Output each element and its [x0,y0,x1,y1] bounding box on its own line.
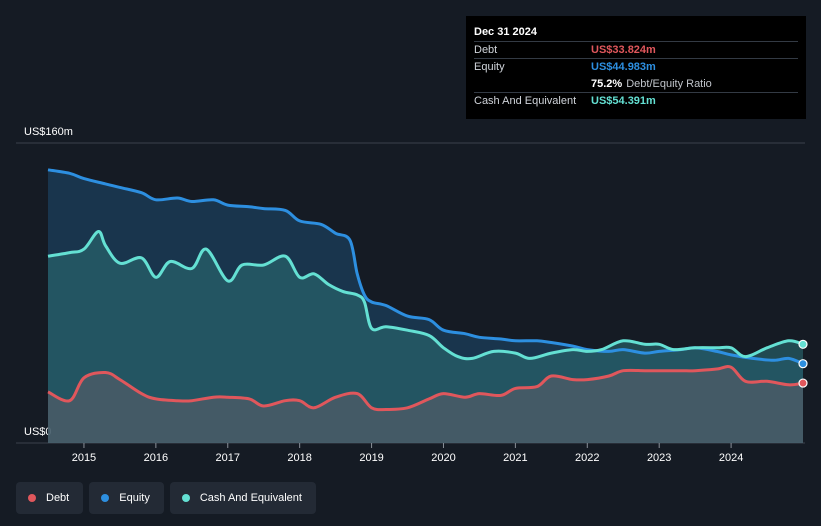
legend-cash-label: Cash And Equivalent [199,492,302,504]
y-axis-bottom-label: US$0 [24,426,52,438]
tooltip-cash-value: US$54.391m [591,95,656,107]
legend-debt-label: Debt [46,492,70,504]
legend-equity-label: Equity [119,492,150,504]
tooltip-row-debt: Debt US$33.824m [474,41,798,58]
tooltip-ratio-label: Debt/Equity Ratio [626,78,712,90]
y-axis-top-label: US$160m [24,126,73,138]
tooltip-row-equity: Equity US$44.983m [474,58,798,75]
tooltip-debt-label: Debt [474,44,498,56]
x-tick-label: 2017 [216,452,240,464]
tooltip-debt-value: US$33.824m [591,44,656,56]
debt-dot-icon [28,494,36,502]
debt-line [47,365,804,412]
x-tick-label: 2015 [72,452,96,464]
series-endpoints [798,339,808,388]
cash-and-equivalent-line [47,230,804,361]
tooltip-equity-label: Equity [474,61,505,73]
x-tick-label: 2022 [575,452,599,464]
tooltip-equity-value: US$44.983m [591,61,656,73]
x-tick-label: 2023 [647,452,671,464]
tooltip: Dec 31 2024 Debt US$33.824m Equity US$44… [466,16,806,119]
tooltip-row-ratio: 75.2% Debt/Equity Ratio [474,75,798,92]
cash-and-equivalent-endpoint [798,339,808,349]
tooltip-date: Dec 31 2024 [474,26,537,38]
x-axis-ticks: 2015 2016 2017 2018 2019 2020 2021 2022 2023 2024 [72,443,743,464]
x-tick-label: 2021 [503,452,527,464]
cash-dot-icon [181,494,190,502]
series-lines [47,168,804,412]
tooltip-ratio-value: 75.2% [591,78,623,90]
tooltip-row-cash: Cash And Equivalent US$54.391m [474,92,798,109]
legend-item-equity[interactable]: Equity [89,482,164,514]
tooltip-cash-label: Cash And Equivalent [474,95,577,107]
equity-endpoint [798,359,808,369]
equity-dot-icon [101,494,110,502]
legend-item-debt[interactable]: Debt [16,482,84,514]
x-tick-label: 2018 [287,452,311,464]
x-tick-label: 2024 [719,452,743,464]
x-tick-label: 2020 [431,452,455,464]
legend-item-cash[interactable]: Cash And Equivalent [169,482,316,514]
legend: Debt Equity Cash And Equivalent [16,482,316,514]
debt-endpoint [798,378,808,388]
debt-area [48,366,803,443]
x-tick-label: 2019 [359,452,383,464]
x-tick-label: 2016 [144,452,168,464]
